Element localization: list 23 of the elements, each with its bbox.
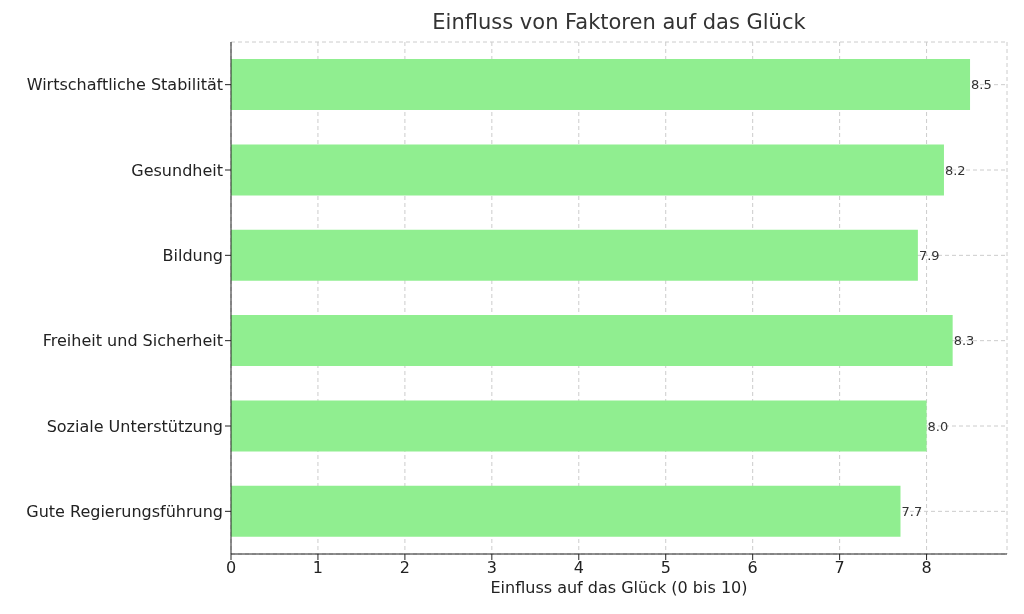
data-label: 8.2 xyxy=(944,162,966,178)
x-tick-label: 7 xyxy=(834,558,845,578)
x-tick-label: 8 xyxy=(921,558,932,578)
data-label: 7.9 xyxy=(918,247,940,263)
y-tick-label: Bildung xyxy=(162,246,223,266)
data-label: 7.7 xyxy=(901,503,923,519)
y-tick-label: Wirtschaftliche Stabilität xyxy=(26,75,223,95)
data-label: 8.5 xyxy=(971,77,992,93)
x-tick-label: 6 xyxy=(747,558,758,578)
x-tick-label: 4 xyxy=(573,558,584,578)
x-tick-label: 2 xyxy=(399,558,410,578)
x-tick-label: 0 xyxy=(225,558,237,578)
x-tick-label: 5 xyxy=(660,558,671,578)
y-tick-label: Gute Regierungsführung xyxy=(26,502,223,522)
y-tick-label: Soziale Unterstützung xyxy=(46,416,223,436)
x-tick-label: 1 xyxy=(312,558,324,578)
chart-title: Einfluss von Faktoren auf das Glück xyxy=(431,10,807,34)
x-axis-title: Einfluss auf das Glück (0 bis 10) xyxy=(489,578,749,597)
y-tick-label: Freiheit und Sicherheit xyxy=(42,331,223,351)
x-tick-label: 3 xyxy=(486,558,497,578)
data-label: 8.0 xyxy=(927,418,949,434)
data-label: 8.3 xyxy=(953,333,975,349)
y-tick-label: Gesundheit xyxy=(131,160,223,180)
